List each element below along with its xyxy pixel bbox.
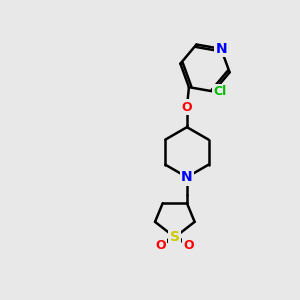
Text: N: N [215,42,227,56]
Text: O: O [155,239,166,252]
Text: O: O [184,239,194,252]
Text: Cl: Cl [214,85,227,98]
Text: O: O [182,101,192,114]
Text: N: N [181,170,193,184]
Text: S: S [170,230,180,244]
